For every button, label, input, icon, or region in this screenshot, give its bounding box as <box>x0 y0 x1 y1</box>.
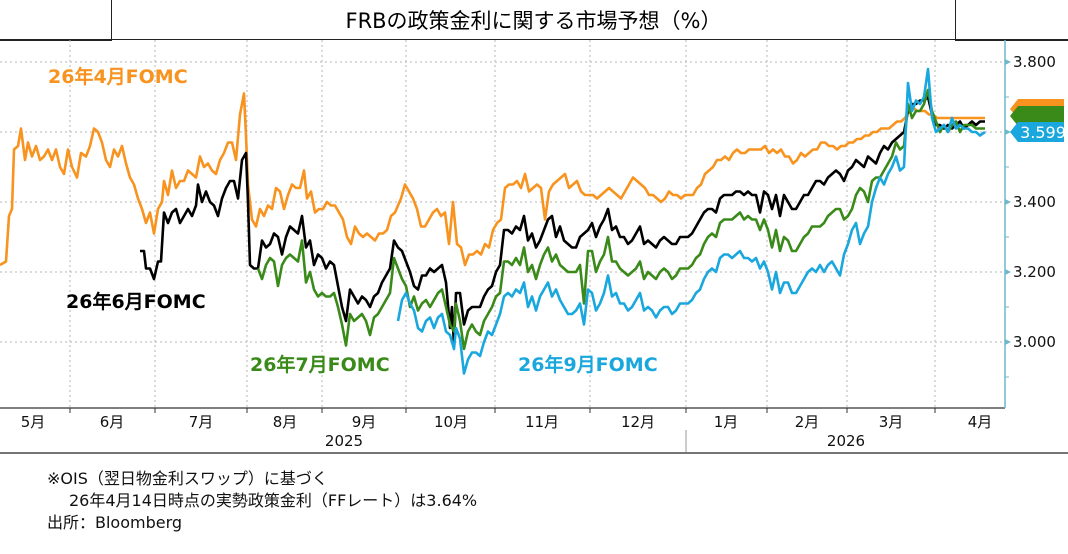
x-axis: 5月 6月 7月 8月 9月 10月 11月 12月 1月 2月 3月 4月 2025 2026 <box>0 407 1068 454</box>
x-tick-label: 7月 <box>189 413 214 431</box>
y-tick-label: 3.400 <box>1013 193 1056 211</box>
title-rule-left <box>0 39 112 41</box>
x-tick-label: 11月 <box>525 413 559 431</box>
footnotes: ※OIS（翌日物金利スワップ）に基づく 26年4月14日時点の実勢政策金利（FF… <box>47 468 477 534</box>
x-tick-label: 5月 <box>21 413 46 431</box>
series-line-jun <box>140 95 985 347</box>
last-value-text: 3.599 <box>1020 123 1066 142</box>
x-tick-label: 2月 <box>795 413 820 431</box>
series-line-apr <box>0 92 985 267</box>
y-tick-arrow <box>1005 269 1011 275</box>
chart-title: FRBの政策金利に関する市場予想（%） <box>345 8 722 33</box>
series-line-sep <box>396 67 986 375</box>
series-label-sep: 26年9月FOMC <box>518 354 658 376</box>
y-tick-label: 3.200 <box>1013 263 1056 281</box>
footnote-source: 出所：Bloomberg <box>47 513 183 532</box>
footnote-ff-rate: 26年4月14日時点の実勢政策金利（FFレート）は3.64% <box>69 491 478 510</box>
y-tick-arrow <box>1005 129 1011 135</box>
series-lines <box>0 67 986 375</box>
y-tick-arrow <box>1005 339 1011 345</box>
y-tick-label: 3.000 <box>1013 333 1056 351</box>
x-tick-label: 12月 <box>621 413 655 431</box>
series-line-jul <box>256 88 985 351</box>
last-value-tag-jul <box>1010 106 1064 126</box>
y-tick-arrow <box>1005 59 1011 65</box>
year-label-2026: 2026 <box>827 432 865 450</box>
year-label-2025: 2025 <box>325 432 363 450</box>
x-tick-label: 6月 <box>100 413 125 431</box>
x-tick-label: 8月 <box>273 413 298 431</box>
footnote-ois: ※OIS（翌日物金利スワップ）に基づく <box>47 469 328 488</box>
series-label-jun: 26年6月FOMC <box>66 291 206 313</box>
y-axis: 3.000 3.200 3.400 3.800 <box>1004 40 1056 408</box>
x-tick-label: 1月 <box>714 413 739 431</box>
series-label-jul: 26年7月FOMC <box>250 354 390 376</box>
x-tick-label: 10月 <box>434 413 468 431</box>
series-label-apr: 26年4月FOMC <box>48 66 188 88</box>
y-tick-label: 3.800 <box>1013 53 1056 71</box>
last-value-tag-sep <box>1010 122 1064 142</box>
last-value-tags: 3.599 <box>1010 99 1066 142</box>
x-tick-label: 3月 <box>879 413 904 431</box>
x-tick-label: 9月 <box>352 413 377 431</box>
x-tick-label: 4月 <box>968 413 993 431</box>
title-rule-right <box>955 39 1068 41</box>
gridlines <box>0 40 1005 408</box>
chart-title-box: FRBの政策金利に関する市場予想（%） <box>111 0 956 40</box>
y-tick-arrow <box>1005 199 1011 205</box>
